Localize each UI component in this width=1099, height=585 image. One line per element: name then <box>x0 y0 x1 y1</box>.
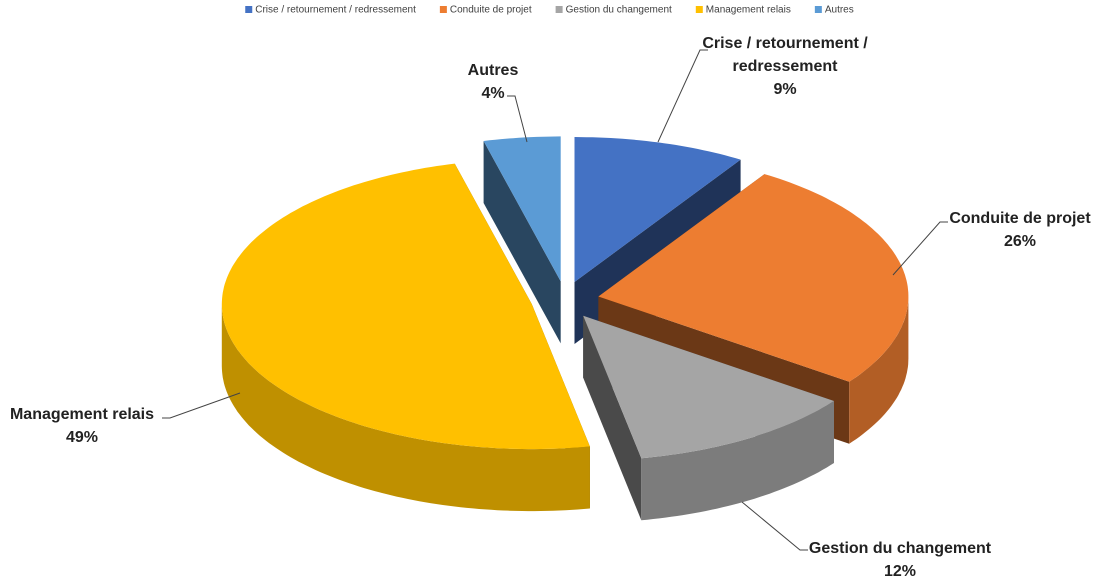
leader-line <box>507 95 528 143</box>
label-name: Management relais <box>9 406 155 423</box>
slice <box>583 315 834 459</box>
data-label: Gestion du changement 12% <box>780 537 1020 583</box>
legend-swatch <box>814 6 822 13</box>
leader-line <box>741 501 808 551</box>
slice-wall <box>221 304 590 512</box>
label-value: 4% <box>481 85 505 102</box>
slice <box>483 136 561 282</box>
label-name: Autres <box>467 62 519 79</box>
legend-swatch <box>439 6 447 13</box>
slice <box>221 163 590 450</box>
slice-wall <box>641 401 834 521</box>
data-label: Management relais 49% <box>0 403 182 449</box>
slice <box>574 137 741 282</box>
legend-label: Autres <box>825 5 854 16</box>
label-value: 49% <box>65 429 99 446</box>
label-name: Conduite de projet <box>949 210 1091 227</box>
leader-line <box>162 392 241 419</box>
data-label: Conduite de projet 26% <box>920 207 1099 253</box>
label-value: 9% <box>773 80 797 98</box>
label-name: Gestion du changement <box>808 540 992 557</box>
slice-wall <box>849 296 909 444</box>
leader-line <box>892 221 948 276</box>
slice-side <box>483 141 561 344</box>
legend: Crise / retournement / redressement Condu… <box>245 5 854 16</box>
data-label: Crise / retournement / redressement 9% <box>665 32 905 101</box>
leader-line <box>657 49 708 143</box>
label-value: 12% <box>883 563 917 580</box>
legend-swatch <box>695 6 703 13</box>
legend-label: Gestion du changement <box>566 5 672 16</box>
slice <box>598 174 909 382</box>
label-name: Crise / retournement / redressement <box>702 34 868 75</box>
legend-swatch <box>555 6 563 13</box>
slice-side <box>583 315 642 521</box>
label-value: 26% <box>1003 233 1037 250</box>
legend-label: Conduite de projet <box>450 5 532 16</box>
legend-swatch <box>245 6 253 13</box>
data-label: Autres 4% <box>443 59 543 105</box>
legend-label: Crise / retournement / redressement <box>255 5 416 16</box>
legend-label: Management relais <box>706 5 791 16</box>
